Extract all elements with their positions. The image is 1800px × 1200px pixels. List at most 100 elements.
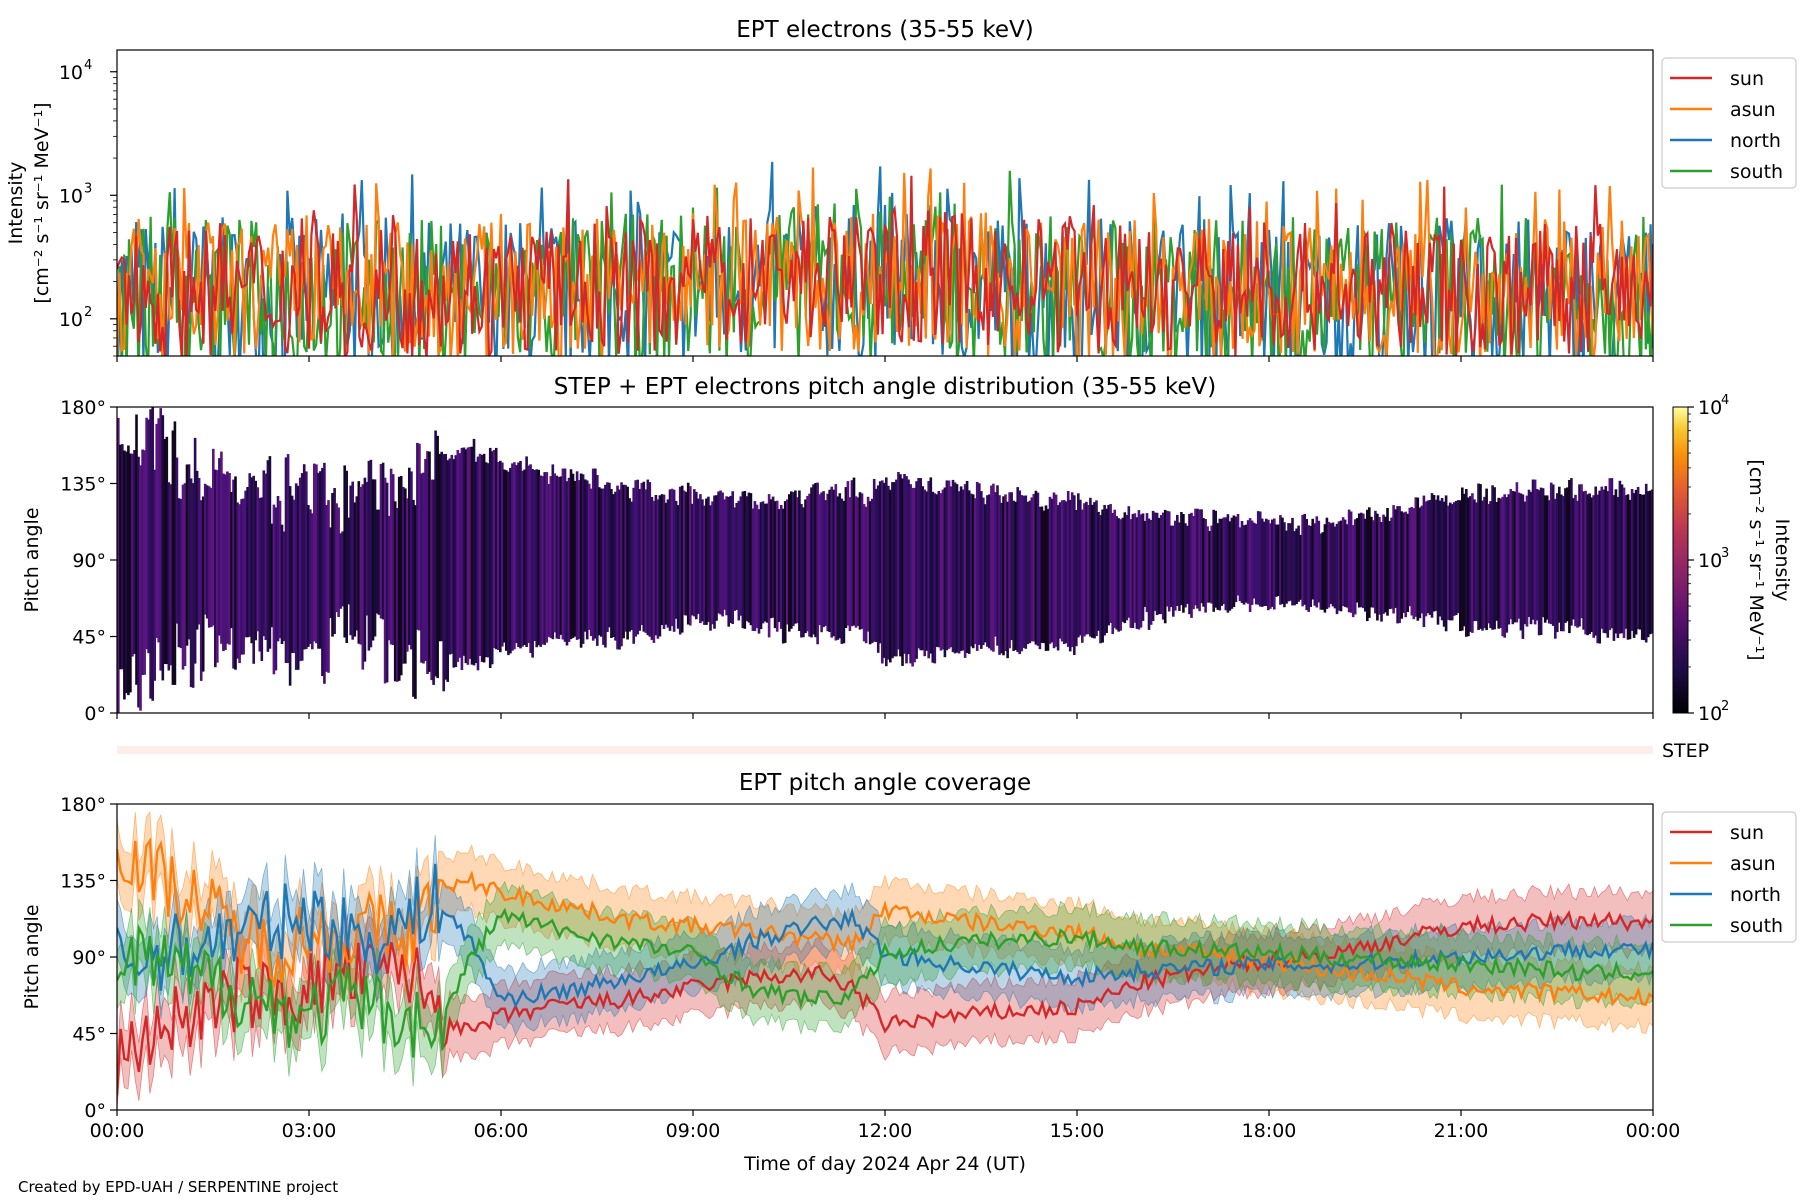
pad-strip — [410, 471, 413, 650]
pad-strip — [161, 415, 165, 681]
pad-strip — [1541, 488, 1545, 618]
pad-strip — [872, 479, 876, 642]
pad-strip — [509, 467, 512, 654]
pad-strip — [876, 485, 880, 653]
pad-strip — [713, 495, 716, 629]
pad-strip — [1493, 487, 1496, 630]
x-tick-label: 15:00 — [1050, 1120, 1105, 1142]
pad-strip — [893, 482, 896, 657]
pad-strip — [212, 448, 215, 626]
pad-strip — [193, 437, 197, 664]
pad-strip — [753, 501, 757, 632]
pad-strip — [385, 482, 389, 683]
pad-strip — [1125, 515, 1129, 621]
pad-strip — [614, 491, 617, 641]
pad-strip — [1408, 507, 1412, 607]
pad-strip — [735, 503, 739, 610]
pad-strip — [1531, 479, 1535, 620]
pad-strip — [359, 486, 363, 645]
pad-strip — [741, 491, 745, 629]
pad-strip — [1576, 500, 1579, 628]
pad-strip — [1624, 495, 1628, 629]
pad-strip — [559, 476, 563, 635]
pad-strip — [323, 462, 326, 684]
pad-strip — [842, 500, 846, 644]
pad-strip — [1103, 505, 1106, 636]
pad-strip — [608, 482, 611, 628]
pad-strip — [927, 481, 931, 659]
panel-pad: STEP + EPT electrons pitch angle distrib… — [21, 374, 1793, 725]
pad-strip — [1279, 515, 1282, 605]
pad-strip — [234, 476, 237, 670]
pad-strip — [290, 495, 294, 653]
pad-strip — [1014, 501, 1017, 650]
pad-strip — [1638, 494, 1642, 630]
pad-strip — [1547, 500, 1551, 624]
pad-strip — [1056, 505, 1060, 651]
pad-strip — [1398, 506, 1401, 624]
pad-strip — [309, 509, 312, 644]
pad-strip — [1277, 524, 1280, 596]
legend-label-asun: asun — [1730, 99, 1776, 121]
pad-strip — [404, 488, 407, 664]
pad-strip — [397, 476, 401, 681]
pad-strip — [634, 480, 638, 637]
pad-strip — [535, 469, 539, 648]
pad-strip — [899, 474, 902, 657]
pad-strip — [988, 494, 991, 649]
pad-strip — [1570, 478, 1573, 626]
pad-strip — [1598, 490, 1602, 644]
pad-strip — [1050, 498, 1054, 643]
pad-strip — [658, 495, 662, 637]
pad-strip — [715, 495, 718, 621]
pad-strip — [796, 497, 799, 624]
pad-strip — [1202, 518, 1205, 607]
pad-strip — [169, 484, 173, 666]
pad-strip — [668, 489, 672, 631]
pad-strip — [347, 517, 351, 605]
pad-strip — [1040, 506, 1044, 643]
pad-strip — [187, 464, 191, 640]
pad-strip — [214, 469, 217, 668]
pad-strip — [472, 438, 476, 666]
pad-strip — [802, 507, 805, 638]
pad-strip — [294, 483, 298, 670]
pad-strip — [337, 507, 340, 617]
pad-strip — [1068, 499, 1072, 652]
pad-strip — [1337, 521, 1341, 611]
pad-strip — [640, 482, 644, 626]
pad-strip — [1560, 494, 1563, 632]
pad-strip — [371, 479, 375, 641]
pad-strip — [175, 457, 179, 624]
pad-strip — [749, 493, 753, 626]
pad-strip — [1533, 479, 1537, 625]
x-axis-label: Time of day 2024 Apr 24 (UT) — [743, 1153, 1026, 1175]
pad-strip — [141, 449, 144, 675]
pad-strip — [860, 493, 864, 629]
pad-strip — [147, 419, 150, 654]
x-tick-label: 00:00 — [1626, 1120, 1681, 1142]
pad-strip — [159, 408, 163, 671]
y-tick-label: 45° — [72, 627, 106, 649]
pad-strip — [656, 499, 660, 639]
coverage-band-north — [117, 834, 1653, 1036]
pad-strip — [298, 477, 302, 662]
pad-strip — [369, 459, 373, 648]
x-tick-label: 18:00 — [1242, 1120, 1297, 1142]
pad-strip — [527, 465, 530, 644]
pad-strip — [1208, 531, 1212, 603]
pad-strip — [1022, 495, 1026, 648]
pad-strip — [992, 483, 995, 652]
pad-strip — [563, 468, 567, 642]
pad-strip — [684, 491, 688, 616]
pad-strip — [1026, 501, 1030, 645]
pad-strip — [660, 494, 664, 625]
pad-strip — [1499, 498, 1503, 628]
pad-strip — [1036, 492, 1040, 646]
pad-strip — [1307, 525, 1311, 612]
pad-strip — [980, 491, 983, 649]
pad-strip — [226, 471, 229, 644]
pad-strip — [830, 486, 834, 638]
pad-strip — [1113, 509, 1117, 628]
pad-strip — [598, 487, 601, 636]
